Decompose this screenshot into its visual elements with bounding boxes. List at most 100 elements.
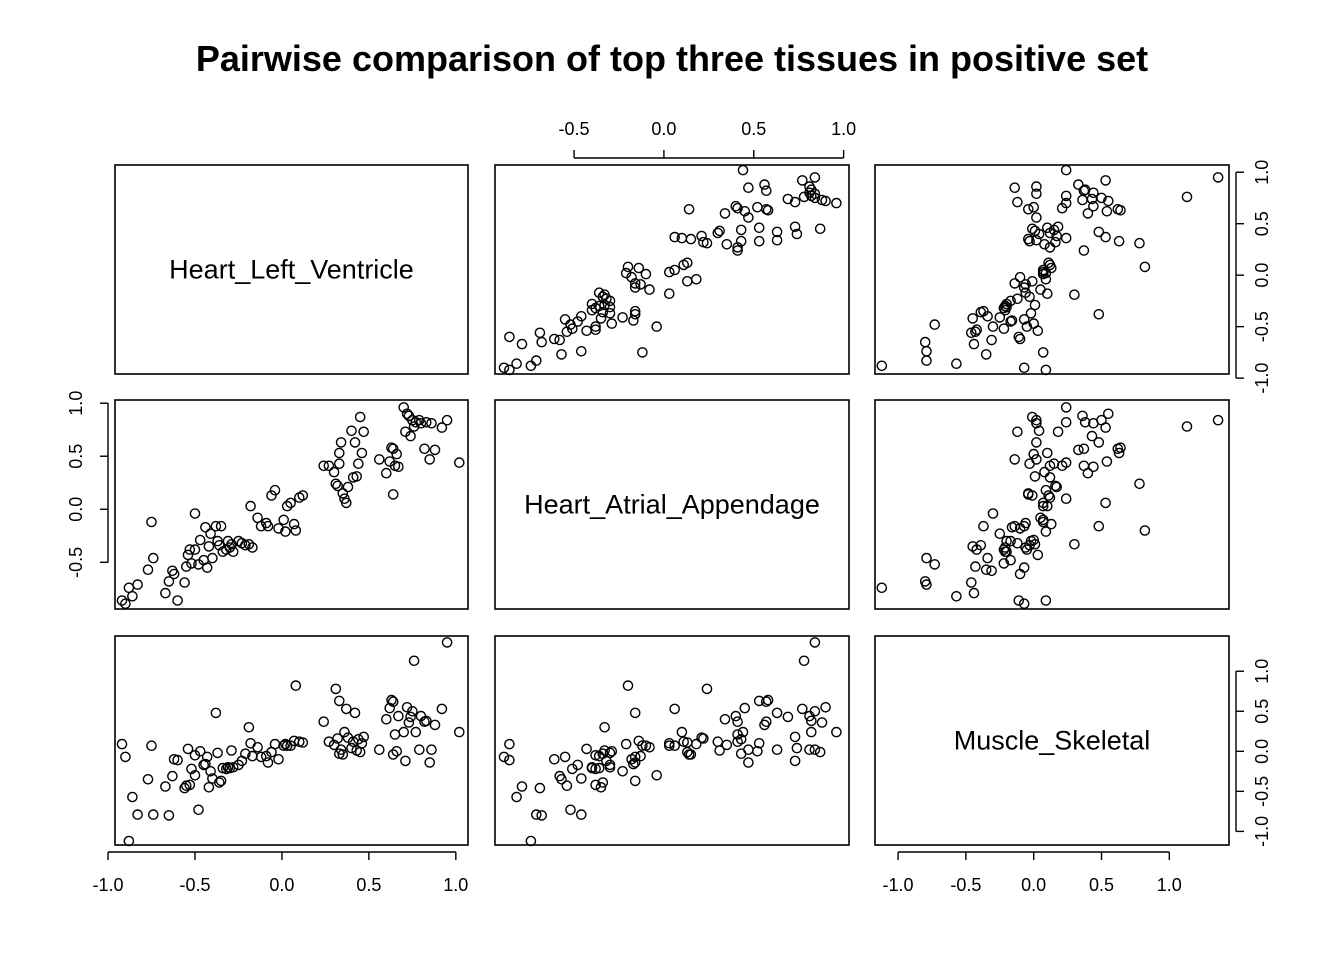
data-point bbox=[599, 289, 610, 301]
data-point bbox=[753, 738, 765, 749]
data-point bbox=[380, 714, 392, 725]
data-point bbox=[285, 497, 296, 509]
data-point bbox=[1043, 257, 1054, 269]
data-point bbox=[201, 751, 213, 763]
data-point bbox=[504, 754, 515, 766]
data-point bbox=[387, 443, 399, 455]
data-point bbox=[732, 202, 743, 214]
data-point bbox=[163, 576, 175, 587]
data-point bbox=[1024, 458, 1035, 470]
data-point bbox=[620, 738, 632, 750]
tick-label: 1.0 bbox=[66, 391, 86, 416]
data-point bbox=[132, 579, 143, 590]
data-point bbox=[243, 539, 255, 550]
data-point bbox=[929, 559, 941, 570]
data-point bbox=[1028, 201, 1039, 213]
data-point bbox=[1028, 448, 1039, 460]
data-point bbox=[280, 526, 291, 537]
data-point bbox=[1060, 164, 1072, 176]
data-point bbox=[1025, 307, 1037, 319]
data-point bbox=[762, 204, 774, 216]
tick-label: 0.0 bbox=[1252, 739, 1272, 764]
data-point bbox=[1037, 514, 1049, 526]
variable-label: Muscle_Skeletal bbox=[954, 726, 1151, 756]
tick-label: 1.0 bbox=[1157, 875, 1182, 895]
data-point bbox=[604, 307, 616, 319]
data-point bbox=[186, 558, 197, 569]
data-point bbox=[1073, 444, 1084, 456]
data-point bbox=[617, 312, 628, 323]
tick-label: 0.0 bbox=[269, 875, 294, 895]
tick-label: 0.0 bbox=[66, 497, 86, 522]
data-point bbox=[415, 417, 427, 429]
data-point bbox=[1050, 480, 1061, 492]
data-point bbox=[994, 312, 1006, 323]
data-point bbox=[752, 201, 763, 213]
data-point bbox=[426, 417, 437, 429]
data-point bbox=[1103, 408, 1114, 420]
data-point bbox=[1014, 523, 1026, 534]
data-point bbox=[255, 751, 267, 763]
data-point bbox=[511, 358, 522, 370]
data-point bbox=[1060, 402, 1072, 413]
data-point bbox=[590, 779, 601, 791]
data-point bbox=[966, 327, 977, 339]
data-point bbox=[349, 437, 361, 448]
data-point bbox=[1103, 195, 1114, 207]
data-point bbox=[269, 738, 281, 750]
data-point bbox=[384, 702, 396, 714]
data-point bbox=[581, 325, 592, 337]
data-point bbox=[189, 770, 201, 781]
data-point bbox=[426, 744, 437, 756]
data-point bbox=[719, 714, 731, 725]
data-point bbox=[1012, 293, 1023, 305]
data-point bbox=[1212, 172, 1224, 183]
panel-border bbox=[874, 635, 1230, 846]
data-point bbox=[160, 587, 171, 599]
data-point bbox=[1181, 191, 1193, 203]
data-point bbox=[1039, 238, 1050, 250]
data-point bbox=[424, 757, 436, 768]
tick-label: -1.0 bbox=[883, 875, 914, 895]
panel-border bbox=[494, 164, 850, 375]
data-point bbox=[691, 273, 702, 285]
data-point bbox=[735, 224, 747, 236]
data-point bbox=[1012, 196, 1023, 208]
data-point bbox=[1040, 526, 1052, 537]
data-point bbox=[549, 333, 560, 345]
tick-label: -0.5 bbox=[1252, 311, 1272, 342]
data-point bbox=[182, 743, 194, 755]
data-point bbox=[436, 703, 448, 715]
data-point bbox=[743, 182, 754, 193]
tick-label: 0.5 bbox=[1252, 699, 1272, 724]
data-point bbox=[1069, 289, 1080, 301]
data-point bbox=[226, 745, 237, 756]
data-point bbox=[721, 238, 733, 250]
data-point bbox=[1112, 443, 1124, 455]
data-point bbox=[330, 478, 342, 490]
data-point bbox=[1023, 203, 1034, 215]
data-point bbox=[676, 726, 688, 738]
data-point bbox=[419, 443, 430, 455]
data-point bbox=[1052, 426, 1064, 438]
data-point bbox=[441, 637, 453, 648]
axes: -0.5 0.0 0.5 1.0 -1.0 -0.5 0.0 0.5 1.0 -1.0 -0.5 0.… bbox=[66, 119, 1272, 895]
data-point bbox=[606, 318, 618, 329]
data-point bbox=[595, 313, 607, 324]
data-point bbox=[559, 751, 571, 763]
data-point bbox=[1005, 295, 1016, 307]
data-point bbox=[593, 287, 605, 299]
data-point bbox=[333, 695, 345, 707]
data-point bbox=[146, 516, 157, 528]
data-point bbox=[436, 422, 448, 433]
data-point bbox=[549, 754, 560, 765]
data-point bbox=[1042, 288, 1053, 300]
data-point bbox=[1134, 478, 1145, 490]
data-point bbox=[761, 696, 772, 708]
data-point bbox=[629, 757, 641, 768]
data-point bbox=[189, 544, 201, 555]
data-point bbox=[1021, 321, 1033, 332]
data-point bbox=[1037, 264, 1049, 276]
data-point bbox=[147, 809, 159, 820]
x-axis-bottom-0: -1.0 -0.5 0.0 0.5 1.0 bbox=[93, 851, 468, 895]
